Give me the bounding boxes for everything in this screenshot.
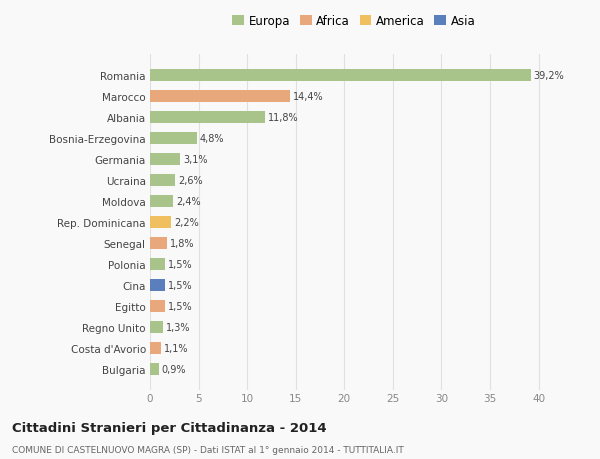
Bar [150,70,531,82]
Text: 11,8%: 11,8% [268,113,298,123]
Text: 1,3%: 1,3% [166,322,190,332]
Text: 1,8%: 1,8% [170,239,195,248]
Text: COMUNE DI CASTELNUOVO MAGRA (SP) - Dati ISTAT al 1° gennaio 2014 - TUTTITALIA.IT: COMUNE DI CASTELNUOVO MAGRA (SP) - Dati … [12,445,404,454]
Bar [150,301,164,312]
Bar [150,259,164,270]
Bar [150,133,197,145]
Bar [150,112,265,123]
Bar [150,238,167,249]
Bar [150,217,172,229]
Legend: Europa, Africa, America, Asia: Europa, Africa, America, Asia [227,11,481,33]
Text: Cittadini Stranieri per Cittadinanza - 2014: Cittadini Stranieri per Cittadinanza - 2… [12,421,326,434]
Bar [150,342,161,354]
Bar [150,154,180,166]
Bar [150,322,163,333]
Text: 4,8%: 4,8% [200,134,224,144]
Text: 1,5%: 1,5% [167,302,192,311]
Bar [150,91,290,103]
Text: 2,4%: 2,4% [176,197,201,207]
Bar [150,364,159,375]
Bar [150,175,175,186]
Text: 14,4%: 14,4% [293,92,323,102]
Text: 2,6%: 2,6% [178,176,203,186]
Text: 1,5%: 1,5% [167,280,192,291]
Text: 39,2%: 39,2% [534,71,565,81]
Bar [150,196,173,207]
Text: 3,1%: 3,1% [183,155,208,165]
Text: 1,5%: 1,5% [167,259,192,269]
Text: 0,9%: 0,9% [161,364,186,374]
Bar [150,280,164,291]
Text: 1,1%: 1,1% [164,343,188,353]
Text: 2,2%: 2,2% [174,218,199,228]
